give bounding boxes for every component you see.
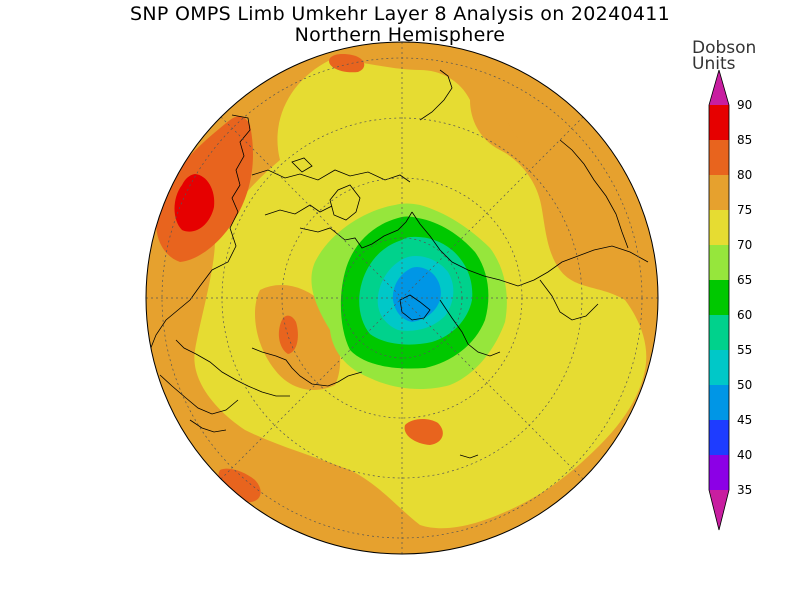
colorbar-units-line1: Dobson (692, 38, 757, 58)
colorbar-swatch (709, 420, 729, 455)
colorbar-swatch (709, 385, 729, 420)
colorbar-swatch (709, 210, 729, 245)
colorbar-swatch (709, 245, 729, 280)
map-boundary (145, 41, 659, 555)
map-title: SNP OMPS Limb Umkehr Layer 8 Analysis on… (129, 3, 671, 25)
colorbar: 90 85 80 75 70 65 60 55 50 45 40 35 (708, 70, 752, 531)
colorbar-label: 35 (737, 483, 752, 497)
colorbar-label: 45 (737, 413, 752, 427)
colorbar-label: 65 (737, 273, 752, 287)
contour-band-80-85 (404, 419, 443, 445)
colorbar-units-line2: Units (692, 54, 736, 74)
colorbar-swatch (709, 350, 729, 385)
colorbar-label: 60 (737, 308, 752, 322)
colorbar-label: 55 (737, 343, 752, 357)
contour-band-45-50 (392, 267, 441, 322)
colorbar-swatch (709, 315, 729, 350)
colorbar-swatch (709, 105, 729, 140)
colorbar-swatch (709, 140, 729, 175)
colorbar-label: 85 (737, 133, 752, 147)
colorbar-swatch (709, 455, 729, 490)
contour-band-75-80 (505, 78, 585, 145)
coastlines (149, 69, 649, 459)
contour-band-80-85 (329, 54, 365, 73)
colorbar-arrow-bottom (709, 490, 729, 530)
contour-band-80-85 (278, 315, 298, 354)
colorbar-label: 80 (737, 168, 752, 182)
colorbar-units: Dobson Units (692, 38, 782, 74)
colorbar-label: 70 (737, 238, 752, 252)
colorbar-label: 90 (737, 98, 752, 112)
colorbar-label: 75 (737, 203, 752, 217)
map-subtitle: Northern Hemisphere (294, 24, 506, 46)
contour-band-80-85 (218, 468, 261, 503)
colorbar-label: 50 (737, 378, 752, 392)
graticule (146, 42, 658, 554)
colorbar-swatch (709, 175, 729, 210)
colorbar-label: 40 (737, 448, 752, 462)
colorbar-arrow-top (709, 70, 729, 105)
colorbar-swatch (709, 280, 729, 315)
contour-band-85-90 (174, 174, 215, 232)
